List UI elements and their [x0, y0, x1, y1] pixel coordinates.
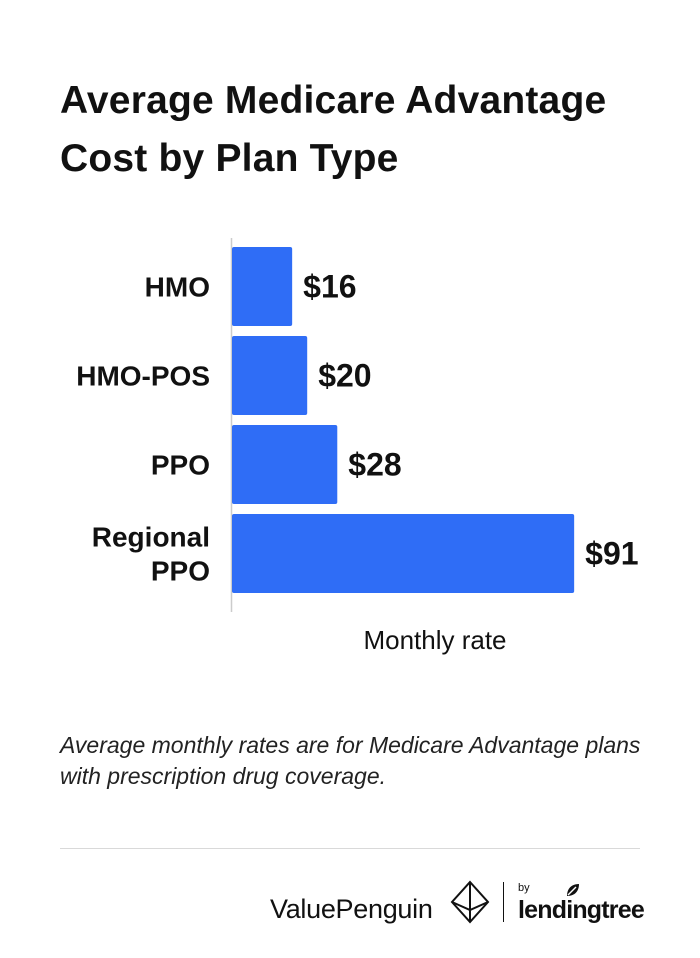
bar-chart: $16 HMO $20 HMO-POS $28 PPO $91 Regional PPO Mon…: [76, 238, 639, 655]
footer-divider: [60, 848, 640, 849]
value-label: $91: [585, 536, 638, 572]
chart-title: Average Medicare Advantage Cost by Plan …: [60, 79, 607, 180]
bar-ppo: [232, 425, 338, 504]
bar-hmo-pos: [232, 336, 308, 415]
footer: ValuePenguin by lendingtree: [0, 872, 700, 942]
brand-separator: [503, 882, 504, 922]
leaf-icon: [567, 884, 579, 896]
bar-regional-ppo: [232, 514, 575, 593]
x-axis-title: Monthly rate: [363, 625, 506, 655]
category-label: Regional PPO: [92, 522, 210, 587]
footnote: Average monthly rates are for Medicare A…: [60, 732, 641, 789]
value-label: $16: [303, 269, 356, 305]
category-label: HMO-POS: [76, 361, 210, 392]
bars-layer: $16 HMO $20 HMO-POS $28 PPO $91 Regional PPO: [76, 247, 639, 593]
category-label: HMO: [145, 272, 210, 303]
category-label: PPO: [151, 450, 210, 481]
by-label: by: [518, 882, 530, 894]
valuepenguin-logo-text: ValuePenguin: [270, 894, 433, 924]
value-label: $28: [348, 447, 401, 483]
bar-hmo: [232, 247, 293, 326]
penguin-diamond-icon: [450, 880, 490, 924]
value-label: $20: [318, 358, 371, 394]
lendingtree-logo-text: lendingtree: [518, 896, 645, 924]
